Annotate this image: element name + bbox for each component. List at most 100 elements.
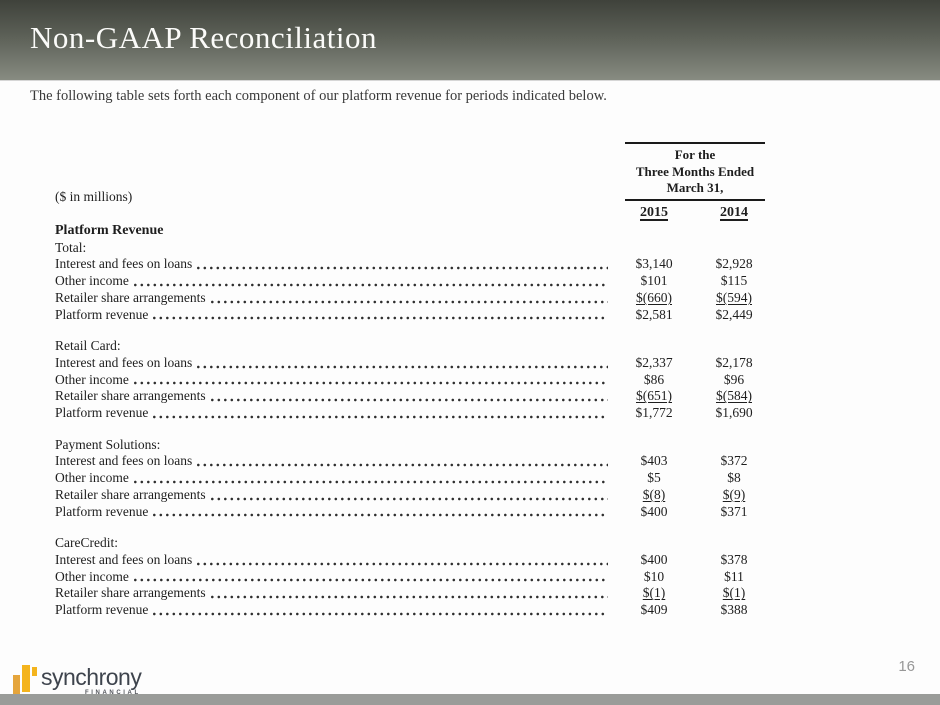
- table-row: Other income $5 $8: [55, 470, 774, 487]
- value-2014: $(594): [716, 289, 752, 305]
- logo-bar-icon: [32, 667, 37, 676]
- row-label: Platform revenue: [55, 503, 149, 519]
- row-label: Other income: [55, 568, 129, 584]
- dot-leader: [210, 496, 608, 501]
- row-label: Platform revenue: [55, 602, 149, 618]
- value-2015: $2,337: [635, 354, 673, 370]
- value-2014: $(9): [722, 486, 746, 502]
- row-label: Retailer share arrangements: [55, 486, 206, 502]
- value-2014: $1,690: [715, 405, 753, 421]
- logo-bar-icon: [13, 675, 20, 695]
- table-row: Retailer share arrangements $(651) $(584…: [55, 388, 774, 405]
- value-2015: $400: [640, 503, 668, 519]
- dot-leader: [210, 398, 608, 403]
- dot-leader: [197, 561, 608, 566]
- section-rows: Interest and fees on loans $400 $378 Oth…: [55, 552, 774, 619]
- intro-text: The following table sets forth each comp…: [30, 88, 607, 104]
- table-row: Platform revenue $1,772 $1,690: [55, 405, 774, 422]
- row-label: Interest and fees on loans: [55, 256, 193, 272]
- table-row: Platform revenue $2,581 $2,449: [55, 307, 774, 324]
- value-2015: $86: [643, 371, 665, 387]
- row-label: Other income: [55, 470, 129, 486]
- table-row: Retailer share arrangements $(1) $(1): [55, 585, 774, 602]
- logo-bar-icon: [22, 665, 30, 692]
- section-name: Total:: [55, 239, 87, 255]
- value-2015: $3,140: [635, 256, 673, 272]
- value-2014: $372: [720, 453, 748, 469]
- synchrony-logo: synchrony FINANCIAL: [13, 664, 163, 696]
- section-rows: Interest and fees on loans $2,337 $2,178…: [55, 355, 774, 422]
- value-2014: $(1): [722, 585, 746, 601]
- value-2014: $378: [720, 551, 748, 567]
- year-columns: 2015 2014: [614, 205, 774, 221]
- year-column-2015: 2015: [640, 205, 668, 220]
- value-2015: $10: [643, 568, 665, 584]
- row-label: Interest and fees on loans: [55, 354, 193, 370]
- year-column-2014: 2014: [720, 205, 748, 220]
- value-2015: $1,772: [635, 405, 673, 421]
- section-name: CareCredit:: [55, 535, 118, 551]
- table-row: Platform revenue $409 $388: [55, 602, 774, 619]
- dot-leader: [133, 578, 608, 583]
- page-number: 16: [898, 658, 915, 675]
- row-label: Other income: [55, 273, 129, 289]
- value-2014: $2,928: [715, 256, 753, 272]
- dot-leader: [197, 364, 608, 369]
- section-name: Retail Card:: [55, 338, 121, 354]
- row-label: Platform revenue: [55, 306, 149, 322]
- footer-bar: [0, 694, 940, 705]
- slide-title: Non-GAAP Reconciliation: [30, 20, 377, 55]
- table-section: CareCredit: Interest and fees on loans $…: [55, 535, 774, 619]
- value-2015: $409: [640, 602, 668, 618]
- row-label: Platform revenue: [55, 405, 149, 421]
- dot-leader: [153, 611, 608, 616]
- row-label: Other income: [55, 371, 129, 387]
- dot-leader: [133, 282, 608, 287]
- dot-leader: [153, 513, 608, 518]
- row-label: Interest and fees on loans: [55, 453, 193, 469]
- value-2015: $(660): [636, 289, 672, 305]
- table-section: Payment Solutions: Interest and fees on …: [55, 437, 774, 521]
- brand-wordmark: synchrony: [41, 664, 142, 690]
- value-2015: $2,581: [635, 306, 673, 322]
- section-rows: Interest and fees on loans $403 $372 Oth…: [55, 453, 774, 520]
- platform-revenue-table: Platform Revenue Total: Interest and fee…: [55, 223, 774, 619]
- table-row: Other income $101 $115: [55, 273, 774, 290]
- row-label: Interest and fees on loans: [55, 551, 193, 567]
- table-row: Interest and fees on loans $400 $378: [55, 552, 774, 569]
- brand-subtitle: FINANCIAL: [85, 690, 141, 696]
- value-2014: $371: [720, 503, 748, 519]
- table-row: Other income $10 $11: [55, 569, 774, 586]
- dot-leader: [210, 299, 608, 304]
- dot-leader: [197, 266, 608, 271]
- value-2014: $8: [727, 470, 741, 486]
- slide-title-bar: Non-GAAP Reconciliation: [0, 0, 940, 81]
- value-2014: $2,178: [715, 354, 753, 370]
- value-2014: $(584): [716, 388, 752, 404]
- dot-leader: [133, 381, 608, 386]
- value-2015: $403: [640, 453, 668, 469]
- dot-leader: [197, 463, 608, 468]
- period-header-line-1: For the: [674, 147, 716, 162]
- dot-leader: [133, 479, 608, 484]
- period-header-line-2: Three Months Ended: [635, 163, 755, 179]
- value-2015: $(1): [642, 585, 666, 601]
- value-2014: $96: [723, 371, 745, 387]
- table-row: Retailer share arrangements $(660) $(594…: [55, 290, 774, 307]
- table-section: Total: Interest and fees on loans $3,140…: [55, 240, 774, 324]
- period-header: For the Three Months Ended March 31,: [625, 142, 765, 201]
- value-2014: $11: [724, 568, 744, 584]
- table-section: Retail Card: Interest and fees on loans …: [55, 338, 774, 422]
- value-2014: $2,449: [715, 306, 753, 322]
- row-label: Retailer share arrangements: [55, 289, 206, 305]
- table-sections: Total: Interest and fees on loans $3,140…: [55, 240, 774, 619]
- value-2015: $5: [647, 470, 661, 486]
- section-rows: Interest and fees on loans $3,140 $2,928…: [55, 256, 774, 323]
- period-header-line-3: March 31,: [666, 180, 724, 195]
- value-2015: $(651): [636, 388, 672, 404]
- dot-leader: [210, 595, 608, 600]
- table-group-title: Platform Revenue: [55, 223, 164, 238]
- row-label: Retailer share arrangements: [55, 585, 206, 601]
- table-row: Interest and fees on loans $403 $372: [55, 453, 774, 470]
